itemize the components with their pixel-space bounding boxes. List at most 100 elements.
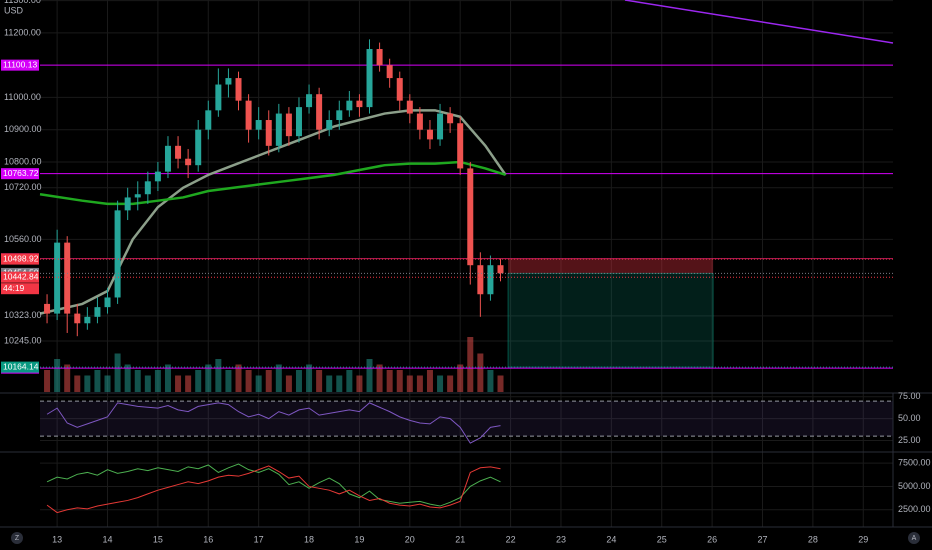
- volume-bar: [376, 364, 383, 392]
- candle-body: [437, 113, 444, 140]
- y-tick-label: 2500.00: [898, 504, 931, 514]
- y-tick-label: 11000.00: [4, 92, 41, 102]
- candle-body: [134, 194, 141, 198]
- candle-body: [74, 313, 81, 324]
- volume-bar: [225, 370, 232, 392]
- candle-body: [195, 129, 202, 166]
- volume-bar: [94, 370, 101, 392]
- candle-body: [406, 100, 413, 114]
- candle-body: [457, 123, 464, 169]
- timezone-button[interactable]: [11, 532, 23, 544]
- target-zone: [507, 272, 714, 368]
- volume-bar: [215, 359, 222, 392]
- x-tick-label: 29: [858, 534, 868, 544]
- y-tick-label: 75.00: [898, 391, 921, 401]
- plot: [39, 39, 893, 514]
- x-tick-label: 20: [405, 534, 415, 544]
- auto-scale-button[interactable]: [908, 532, 920, 544]
- candle-body: [487, 265, 494, 295]
- volume-bar: [235, 364, 242, 392]
- candle-body: [265, 120, 272, 146]
- stop-zone: [508, 258, 714, 274]
- y-tick-label: 11200.00: [4, 27, 41, 37]
- volume-bar: [205, 364, 212, 392]
- volume-bar: [84, 375, 91, 392]
- candle-body: [164, 145, 171, 172]
- indicator-line: [46, 465, 501, 514]
- y-tick-label: 10560.00: [4, 234, 42, 244]
- candle-body: [316, 94, 323, 130]
- price-badge: [1, 253, 39, 265]
- y-tick-label: 10245.00: [4, 335, 42, 345]
- volume-bar: [336, 375, 343, 392]
- moving-average: [39, 160, 506, 206]
- volume-bar: [154, 370, 161, 392]
- volume-bar: [447, 375, 454, 392]
- price-badge-label: 10164.14: [3, 361, 39, 371]
- x-tick-label: 25: [657, 534, 667, 544]
- volume-bar: [104, 375, 111, 392]
- volume-bar: [477, 353, 484, 392]
- volume-bar: [54, 359, 61, 392]
- level-badge: [1, 168, 39, 180]
- x-tick-label: 19: [354, 534, 364, 544]
- candle-body: [154, 171, 161, 182]
- volume-bar: [497, 375, 504, 392]
- candle-body: [467, 168, 474, 266]
- volume-bar: [164, 364, 171, 392]
- volume-bar: [406, 375, 413, 392]
- volume-bar: [255, 375, 262, 392]
- volume-bar: [275, 364, 282, 392]
- candle-body: [54, 242, 61, 314]
- candle-body: [205, 110, 212, 130]
- volume-bar: [134, 370, 141, 392]
- volume-bar: [124, 364, 131, 392]
- candle-body: [114, 210, 121, 298]
- candle-body: [64, 242, 71, 314]
- volume-bar: [437, 375, 444, 392]
- volume-bar: [426, 370, 433, 392]
- indicator-line: [46, 463, 501, 507]
- volume-bar: [326, 375, 333, 392]
- volume-bar: [487, 370, 494, 392]
- candle-body: [124, 197, 131, 211]
- volume-bar: [144, 375, 151, 392]
- candle-body: [235, 78, 242, 101]
- price-badge: [1, 361, 39, 373]
- x-tick-label: 27: [757, 534, 767, 544]
- candle-body: [245, 100, 252, 130]
- candle-body: [185, 158, 192, 166]
- currency: USD: [4, 5, 24, 15]
- y-tick-label: 50.00: [898, 413, 921, 423]
- candle-body: [225, 78, 232, 85]
- y-tick-label: 11300.00: [4, 0, 41, 5]
- volume-bar: [396, 370, 403, 392]
- x-tick-label: 21: [455, 534, 465, 544]
- y-tick-label: 10323.00: [4, 310, 42, 320]
- y-tick-label: 25.00: [898, 435, 921, 445]
- volume-bar: [265, 370, 272, 392]
- volume-bar: [356, 375, 363, 392]
- y-tick-label: 10800.00: [4, 156, 42, 166]
- x-tick-label: 22: [506, 534, 516, 544]
- moving-average: [39, 109, 507, 315]
- candle-body: [426, 129, 433, 140]
- candle-body: [356, 100, 363, 108]
- candle-body: [447, 113, 454, 124]
- candle-body: [295, 107, 302, 137]
- y-tick-label: 7500.00: [898, 457, 931, 467]
- x-tick-label: 24: [606, 534, 616, 544]
- trend-line: [624, 0, 894, 44]
- auto-scale-label[interactable]: A: [912, 535, 917, 542]
- price-badge-label: 10498.92: [3, 253, 39, 263]
- y-tick-label: 5000.00: [898, 481, 931, 491]
- y-tick-label: 10900.00: [4, 124, 42, 134]
- candle-body: [94, 307, 101, 317]
- candle-body: [416, 113, 423, 130]
- candle-body: [215, 84, 222, 111]
- timezone-label[interactable]: Z: [15, 535, 20, 542]
- level-badge: [1, 59, 39, 71]
- volume-bar: [185, 375, 192, 392]
- x-tick-label: 17: [254, 534, 264, 544]
